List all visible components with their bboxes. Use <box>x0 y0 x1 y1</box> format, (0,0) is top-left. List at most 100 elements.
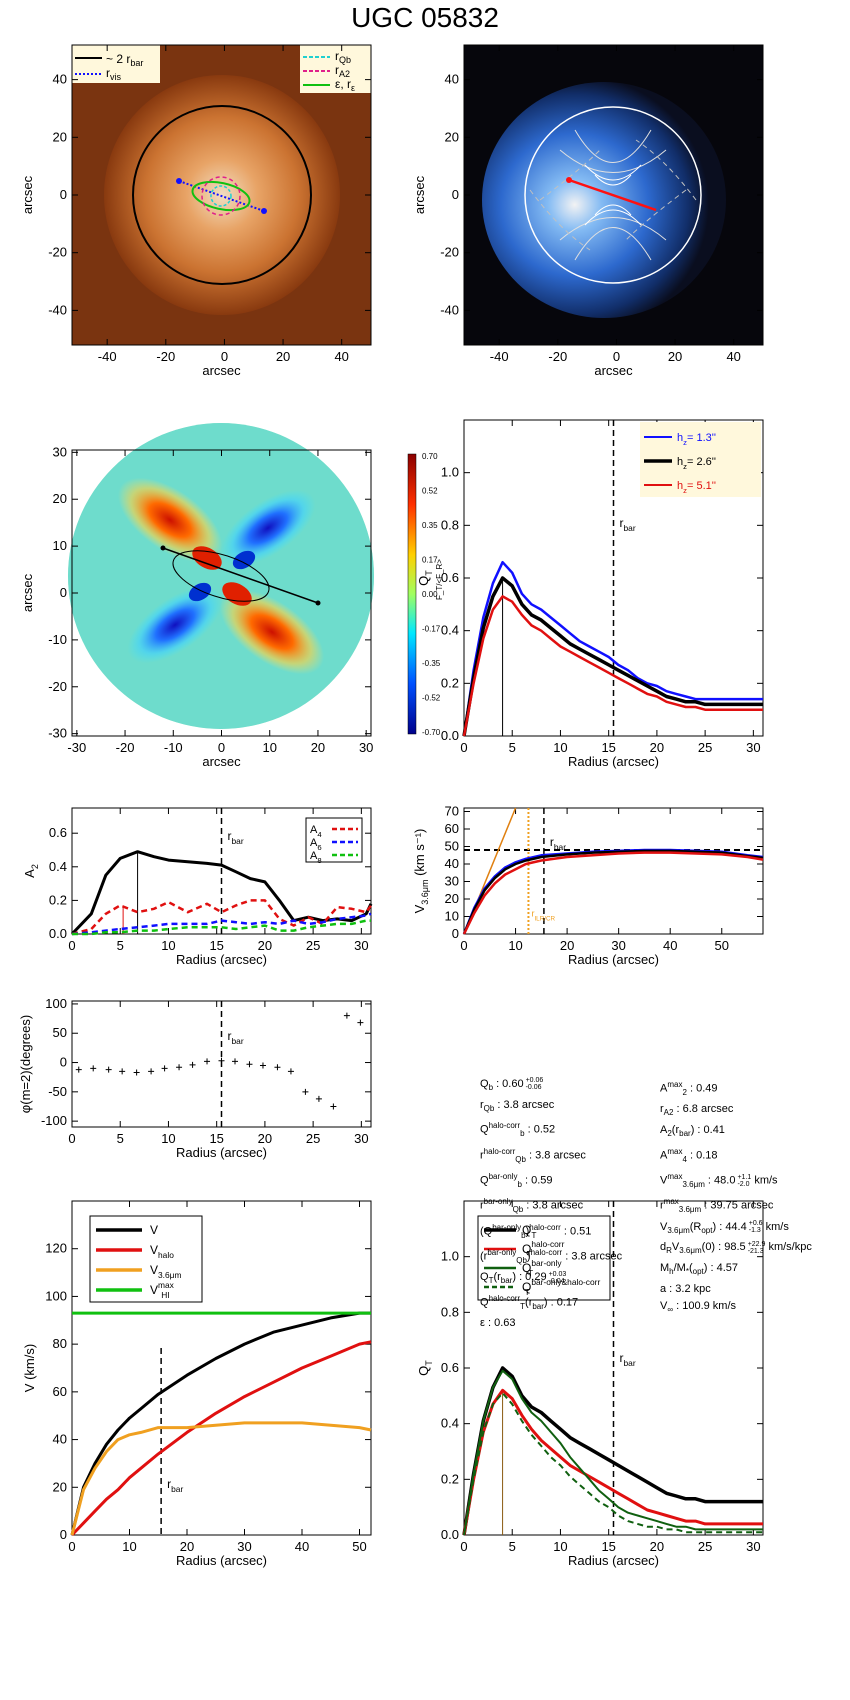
x-tick-label: 5 <box>117 938 124 953</box>
x-tick-label: 20 <box>311 740 325 755</box>
legend-label-main: A <box>310 837 318 849</box>
rbar-label-sub: bar <box>624 1358 636 1368</box>
legend-label-sub: 3.6μm <box>158 1270 181 1280</box>
stat-text: ) : 0.17 <box>543 1296 579 1309</box>
x-tick-label: -10 <box>164 740 183 755</box>
legend-label-sup: bar-only&halo-corr <box>531 1277 600 1287</box>
y-tick-label: 0.6 <box>441 1360 459 1375</box>
stat-text: (0) : 98.5 <box>701 1241 746 1254</box>
stats-left-column: Qb : 0.60 +0.06 -0.06 rQb : 3.8 arcsec Qhalo… <box>480 1076 622 1333</box>
legend-label: Qbar-only&halo-corr T <box>522 1277 600 1297</box>
stat-row: Amax4 : 0.18 <box>660 1143 812 1168</box>
colorbar-ticks: 0.70 0.52 0.35 0.17 0.00 -0.17 -0.35 -0.52 -0.70 <box>422 452 441 737</box>
stat-sub: h <box>669 1267 674 1277</box>
stat-row: rhalo-corrQb : 3.8 arcsec <box>480 1143 622 1168</box>
y-tick-label: -100 <box>41 1113 67 1128</box>
y-tick-label: 40 <box>445 856 459 871</box>
y-axis-label-sub: T <box>424 1360 434 1366</box>
x-tick-label: 40 <box>663 938 677 953</box>
map-background-tint <box>68 423 374 729</box>
x-tick-label: 0 <box>68 1131 75 1146</box>
stat-sup: max <box>663 1197 679 1207</box>
stat-symbol: M <box>660 1262 670 1275</box>
y-axis-label-main: Q <box>416 1366 431 1376</box>
y-tick-label: 20 <box>53 129 67 144</box>
rbar-label: rbar <box>620 1351 636 1368</box>
y-tick-label: 30 <box>53 444 67 459</box>
stat-symbol: (r <box>480 1250 488 1263</box>
y-tick-label: 0.4 <box>441 1416 459 1431</box>
velocity-component-curve <box>70 1311 371 1536</box>
legend-sub-qb: Qb <box>339 55 351 65</box>
amplitude-curve <box>71 912 372 936</box>
colorbar-tick-label: 0.52 <box>422 487 438 496</box>
stat-text: : 3.8 arcsec <box>494 1098 555 1111</box>
stat-symbol: A <box>660 1124 668 1137</box>
bar-endpoint <box>315 600 321 606</box>
qt-component-curve <box>463 1369 763 1536</box>
x-tick-label: 20 <box>650 740 664 755</box>
legend-label: hz= 1.3'' <box>677 432 716 447</box>
phase-chart: 0 5 10 15 20 25 30 100 50 0 -50 -100 Radius (arcsec)… <box>18 996 372 1160</box>
stat-sub: 3.6μm <box>679 1246 702 1256</box>
stat-symbol: A <box>660 1149 668 1162</box>
stat-error: +0.6 -1.3 <box>749 1220 763 1234</box>
colorbar-tick-label: 0.35 <box>422 521 438 530</box>
rbar-label-main: r <box>620 516 624 530</box>
stat-error: +0.03 -0.04 <box>549 1271 567 1285</box>
stat-error-plus: +1.1 <box>737 1173 752 1181</box>
positive-lobe <box>219 589 325 675</box>
y-tick-label: 40 <box>53 1432 67 1447</box>
stat-text: (opt) : 4.57 <box>688 1262 739 1277</box>
stat-sup: halo-corr <box>488 1294 521 1304</box>
legend-label-sub: T <box>527 1249 532 1259</box>
rcr-label-sub: ILR/CR <box>534 916 555 923</box>
x-tick-label: -20 <box>156 349 175 364</box>
colorbar-tick-label: 0.70 <box>422 452 438 461</box>
x-tick-label: 10 <box>553 740 567 755</box>
legend-label-eps: ε, r <box>335 77 351 91</box>
x-tick-label: 15 <box>209 938 223 953</box>
phase-point <box>133 1069 140 1076</box>
qt-curve <box>462 576 763 737</box>
stat-text: km/s <box>762 1220 789 1233</box>
y-tick-label: -20 <box>48 245 67 260</box>
rcr-label: rILR/CR <box>531 909 555 923</box>
phase-point <box>75 1066 82 1073</box>
rbar-label-sub: bar <box>232 1036 244 1046</box>
stat-row: Qhalo-corrT(rbar) : 0.17 <box>480 1290 622 1315</box>
stat-error: +0.06 -0.06 <box>526 1077 544 1091</box>
stat-sub: ∞ <box>667 1305 674 1315</box>
legend-value: = 2.6'' <box>687 456 716 468</box>
panel-force-ratio-map <box>68 423 417 737</box>
phase-point <box>119 1068 126 1075</box>
stat-text: : 6.8 arcsec <box>673 1103 734 1116</box>
amplitude-curve <box>71 899 373 936</box>
contour <box>584 164 642 226</box>
x-tick-label: 20 <box>668 349 682 364</box>
panel-force-map-image <box>463 44 764 346</box>
phase-point <box>189 1061 196 1068</box>
stat-sup: halo-corr <box>483 1146 516 1156</box>
y-tick-label: 20 <box>445 129 459 144</box>
rbar-label: rbar <box>620 516 636 533</box>
panel-galaxy-image: ~ 2 rbar rvis rQb rA2 ε, rε <box>71 44 372 346</box>
stat-symbol: Q <box>480 1296 489 1309</box>
x-tick-label: 0 <box>68 1539 75 1554</box>
y-tick-label: 0.6 <box>49 825 67 840</box>
legend-sub-vis: vis <box>110 72 121 82</box>
rA2-ellipse <box>201 176 241 216</box>
legend-label-sub: T <box>525 1287 530 1297</box>
stat-sub: A2 <box>663 1108 674 1118</box>
stat-error-plus: +0.6 <box>748 1219 763 1227</box>
x-tick-label: -30 <box>67 740 86 755</box>
stat-sup: halo-corr <box>530 1248 563 1258</box>
phase-point <box>148 1068 155 1075</box>
phase-point <box>246 1061 253 1068</box>
legend-label-sub: HI <box>161 1290 169 1300</box>
stat-row: Mh/M*(opt) : 4.57 <box>660 1260 812 1281</box>
legend-label: A4 <box>310 824 322 839</box>
outer-circle <box>524 106 702 284</box>
stat-text: ) <box>525 1225 530 1238</box>
x-tick-label: 40 <box>295 1539 309 1554</box>
